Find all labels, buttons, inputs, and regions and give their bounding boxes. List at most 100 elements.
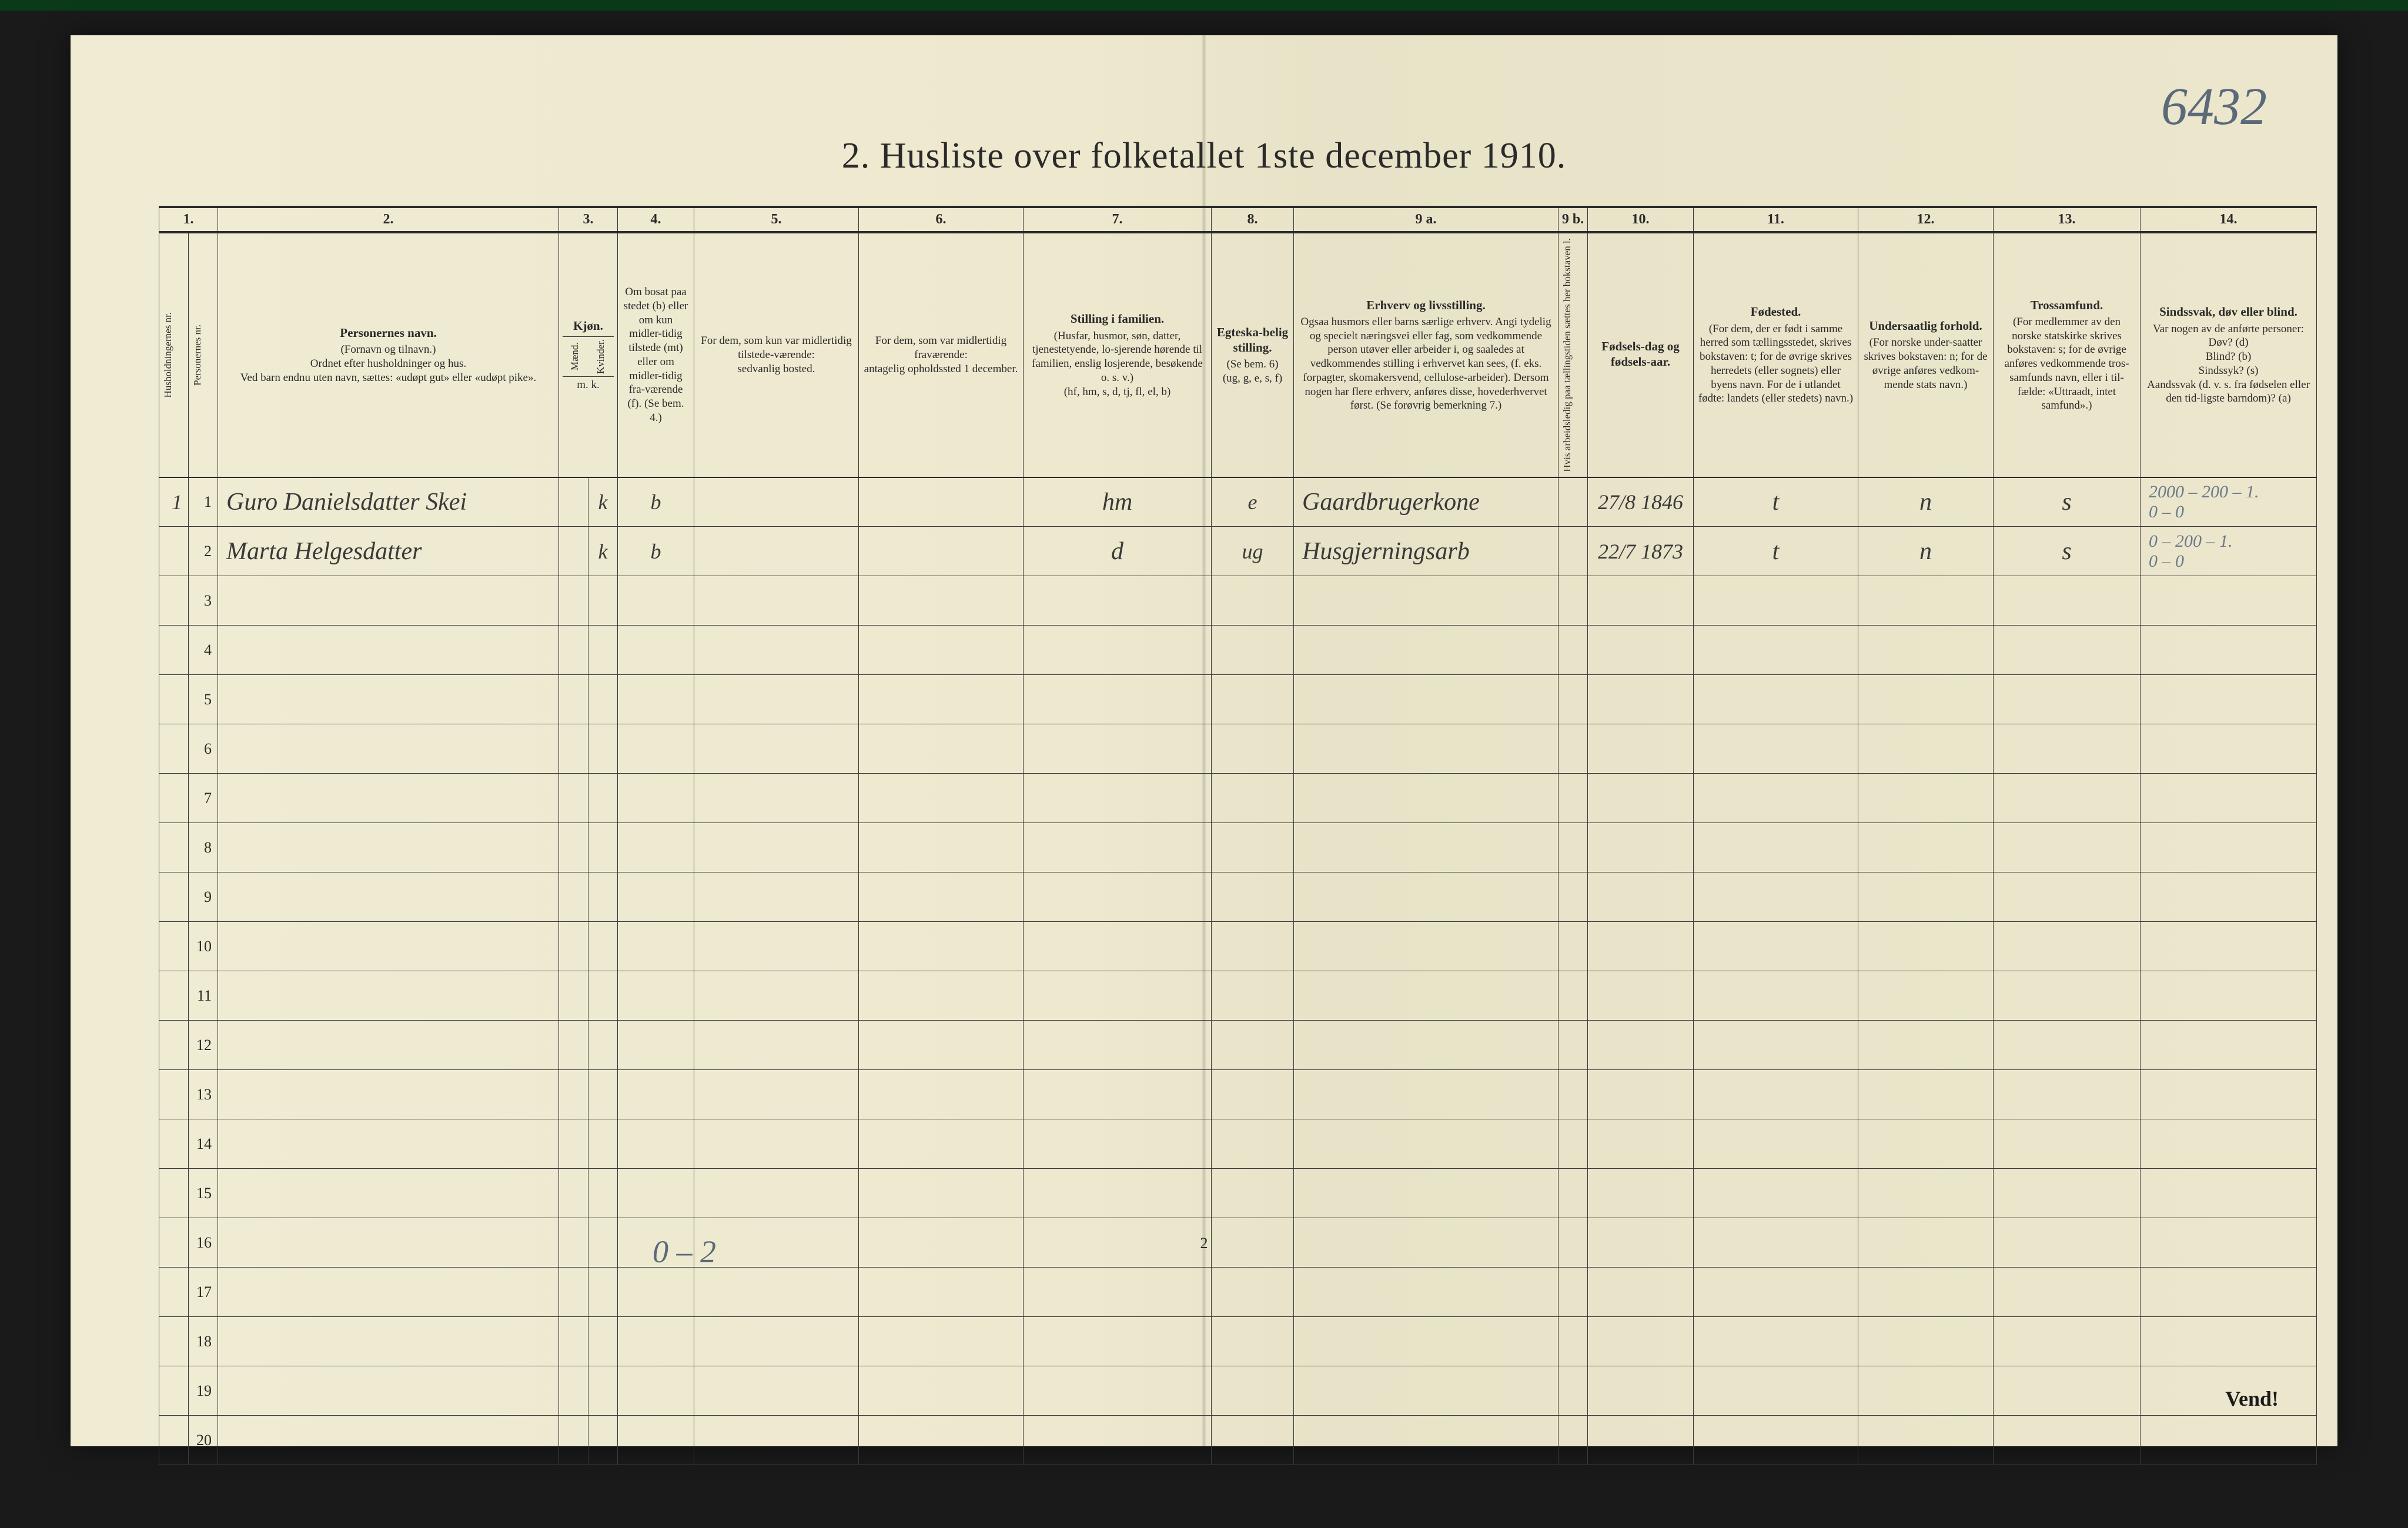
cell — [1558, 922, 1588, 971]
cell: b — [618, 477, 694, 527]
cell: 11 — [189, 971, 218, 1021]
cell — [618, 823, 694, 872]
cell — [559, 1218, 588, 1268]
cell — [588, 675, 618, 724]
table-row: 10 — [159, 922, 2317, 971]
cell — [2141, 774, 2317, 823]
cell: Marta Helgesdatter — [218, 527, 559, 576]
cell — [618, 1317, 694, 1366]
cell — [159, 527, 189, 576]
cell — [588, 1119, 618, 1169]
census-table-container: 1.2.3.4.5.6.7.8.9 a.9 b.10.11.12.13.14. … — [159, 206, 2249, 1465]
cell — [1294, 1268, 1558, 1317]
cell — [218, 823, 559, 872]
table-row: 11Guro Danielsdatter SkeikbhmeGaardbruge… — [159, 477, 2317, 527]
col-header: Husholdningernes nr. — [159, 232, 189, 477]
cell — [1694, 1416, 1858, 1465]
cell — [1858, 1169, 1994, 1218]
cell — [1558, 872, 1588, 922]
cell — [218, 1268, 559, 1317]
cell — [1294, 1119, 1558, 1169]
cell — [618, 724, 694, 774]
cell — [1024, 1218, 1212, 1268]
cell — [1858, 971, 1994, 1021]
cell — [2141, 1119, 2317, 1169]
cell — [588, 724, 618, 774]
cell — [218, 1317, 559, 1366]
cell: 1 — [159, 477, 189, 527]
cell — [588, 1169, 618, 1218]
cell — [1558, 971, 1588, 1021]
cell — [1294, 1218, 1558, 1268]
cell — [1858, 1317, 1994, 1366]
cell — [1024, 971, 1212, 1021]
cell — [859, 724, 1024, 774]
table-row: 17 — [159, 1268, 2317, 1317]
cell — [1994, 922, 2141, 971]
cell — [1294, 872, 1558, 922]
cell: 2000 – 200 – 1.0 – 0 — [2141, 477, 2317, 527]
cell — [2141, 1169, 2317, 1218]
table-row: 12 — [159, 1021, 2317, 1070]
cell — [1994, 971, 2141, 1021]
cell — [1694, 1366, 1858, 1416]
cell — [1294, 1416, 1558, 1465]
cell — [1294, 1021, 1558, 1070]
cell: 3 — [189, 576, 218, 626]
cell — [1588, 1070, 1694, 1119]
cell — [1558, 724, 1588, 774]
cell — [2141, 626, 2317, 675]
cell — [1994, 724, 2141, 774]
cell: 27/8 1846 — [1588, 477, 1694, 527]
table-row: 18 — [159, 1317, 2317, 1366]
cell — [859, 922, 1024, 971]
cell — [694, 971, 859, 1021]
table-row: 9 — [159, 872, 2317, 922]
cell — [859, 872, 1024, 922]
cell — [1024, 675, 1212, 724]
table-row: 5 — [159, 675, 2317, 724]
cell — [559, 576, 588, 626]
cell — [1694, 675, 1858, 724]
cell: hm — [1024, 477, 1212, 527]
col-number: 5. — [694, 207, 859, 232]
cell: d — [1024, 527, 1212, 576]
cell — [218, 1119, 559, 1169]
cell — [694, 626, 859, 675]
col-number: 9 b. — [1558, 207, 1588, 232]
col-header: Erhverv og livsstilling.Ogsaa husmors el… — [1294, 232, 1558, 477]
cell — [1558, 1218, 1588, 1268]
cell — [1212, 1119, 1294, 1169]
cell — [618, 774, 694, 823]
cell — [1588, 1218, 1694, 1268]
census-table: 1.2.3.4.5.6.7.8.9 a.9 b.10.11.12.13.14. … — [159, 206, 2317, 1465]
cell — [559, 1070, 588, 1119]
cell — [1694, 1119, 1858, 1169]
cell — [1558, 1268, 1588, 1317]
col-number: 14. — [2141, 207, 2317, 232]
cell — [2141, 675, 2317, 724]
cell — [2141, 1021, 2317, 1070]
cell — [559, 477, 588, 527]
cell — [618, 1119, 694, 1169]
cell — [218, 1416, 559, 1465]
cell — [1212, 724, 1294, 774]
cell — [694, 576, 859, 626]
cell — [694, 1169, 859, 1218]
cell — [159, 1317, 189, 1366]
cell: n — [1858, 527, 1994, 576]
census-page: 6432 2. Husliste over folketallet 1ste d… — [71, 35, 2337, 1446]
cell — [1694, 1169, 1858, 1218]
cell — [1858, 675, 1994, 724]
cell — [1994, 1070, 2141, 1119]
cell — [159, 1169, 189, 1218]
cell — [159, 675, 189, 724]
cell — [1024, 1169, 1212, 1218]
cell — [218, 675, 559, 724]
cell — [1588, 576, 1694, 626]
cell — [1588, 922, 1694, 971]
cell — [1994, 1317, 2141, 1366]
cell — [694, 823, 859, 872]
cell — [694, 675, 859, 724]
cell — [1858, 823, 1994, 872]
